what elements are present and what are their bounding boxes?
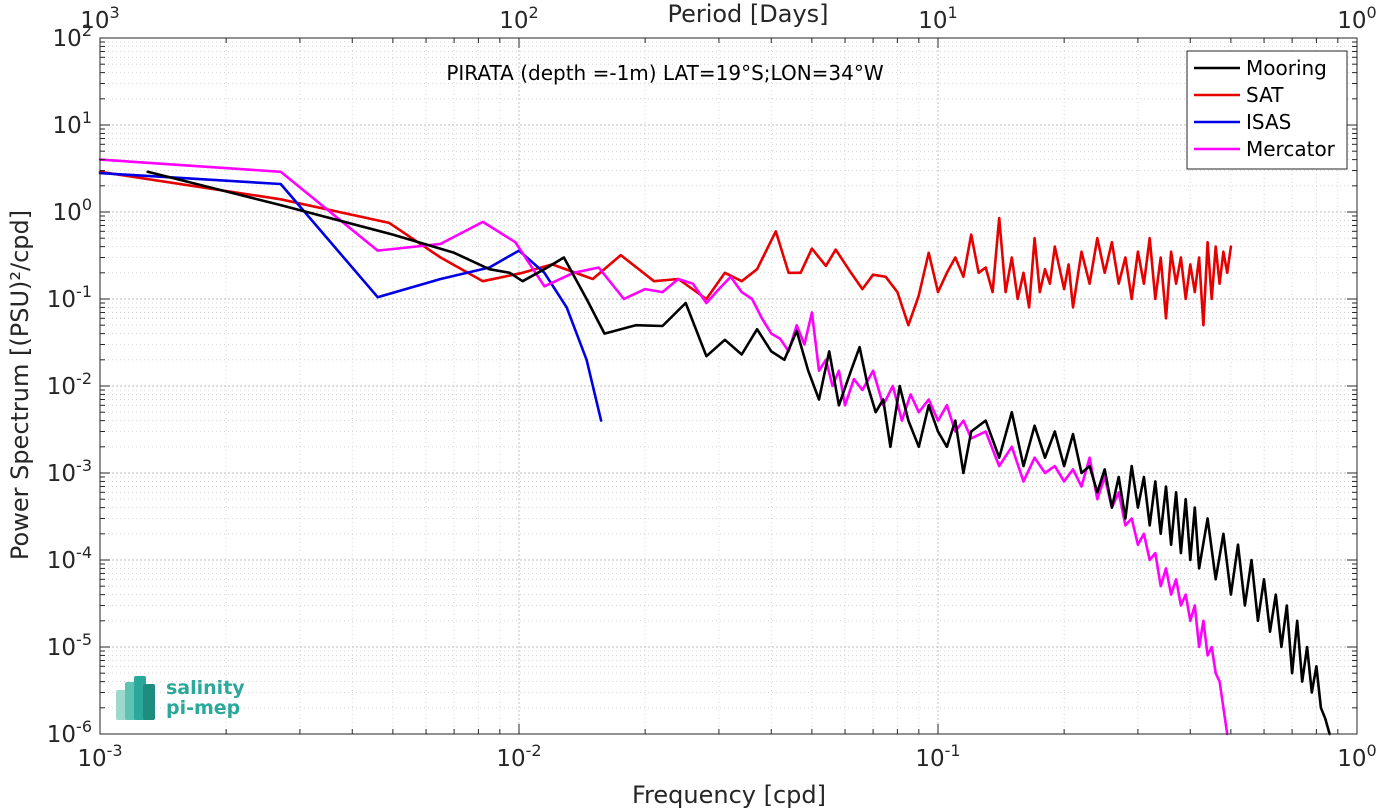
- x-tick-label: 10-2: [496, 741, 541, 772]
- top-x-tick-label: 100: [1337, 3, 1376, 34]
- chart-title: PIRATA (depth =-1m) LAT=19°S;LON=34°W: [446, 61, 884, 85]
- y-tick-label: 10-6: [47, 717, 92, 748]
- series-line-sat: [98, 170, 1233, 327]
- logo-wave-4-icon: [143, 684, 155, 720]
- y-tick-label: 10-5: [47, 630, 92, 661]
- y-tick-label: 102: [53, 21, 92, 52]
- legend-label-sat: SAT: [1246, 83, 1284, 107]
- y-tick-label: 10-1: [47, 282, 92, 313]
- series-line-mercator: [98, 158, 1229, 736]
- logo-text-line1: salinity: [166, 677, 245, 699]
- top-x-tick-label: 103: [80, 3, 119, 34]
- legend-label-isas: ISAS: [1246, 110, 1291, 134]
- x-tick-label: 10-3: [77, 741, 122, 772]
- top-x-tick-label: 102: [499, 3, 538, 34]
- x-axis-label: Frequency [cpd]: [632, 781, 826, 809]
- series-layer: [98, 158, 1331, 736]
- y-tick-label: 10-4: [47, 543, 92, 574]
- y-tick-label: 10-3: [47, 456, 92, 487]
- y-axis-label: Power Spectrum [(PSU)²/cpd]: [6, 210, 34, 560]
- legend: Mooring SAT ISAS Mercator: [1186, 50, 1348, 170]
- series-line-mooring: [146, 170, 1331, 736]
- top-x-axis-label: Period [Days]: [667, 0, 828, 28]
- x-tick-label: 100: [1337, 741, 1376, 772]
- series-line-isas: [98, 171, 603, 422]
- y-tick-label: 101: [53, 108, 92, 139]
- x-tick-label: 10-1: [915, 741, 960, 772]
- salinity-pi-mep-logo: salinity pi-mep: [116, 676, 245, 720]
- top-x-tick-label: 101: [918, 3, 957, 34]
- ticks-layer: [99, 37, 1358, 735]
- tick-labels-layer: 10-3 103 10-2 102 10-1 101 100 100 10-6 10-5 10-4 1…: [47, 3, 1377, 772]
- legend-label-mercator: Mercator: [1246, 137, 1336, 161]
- y-tick-label: 10-2: [47, 369, 92, 400]
- minor-grid: [100, 38, 1357, 734]
- logo-text-line2: pi-mep: [166, 697, 240, 719]
- y-tick-label: 100: [53, 195, 92, 226]
- legend-label-mooring: Mooring: [1246, 56, 1327, 80]
